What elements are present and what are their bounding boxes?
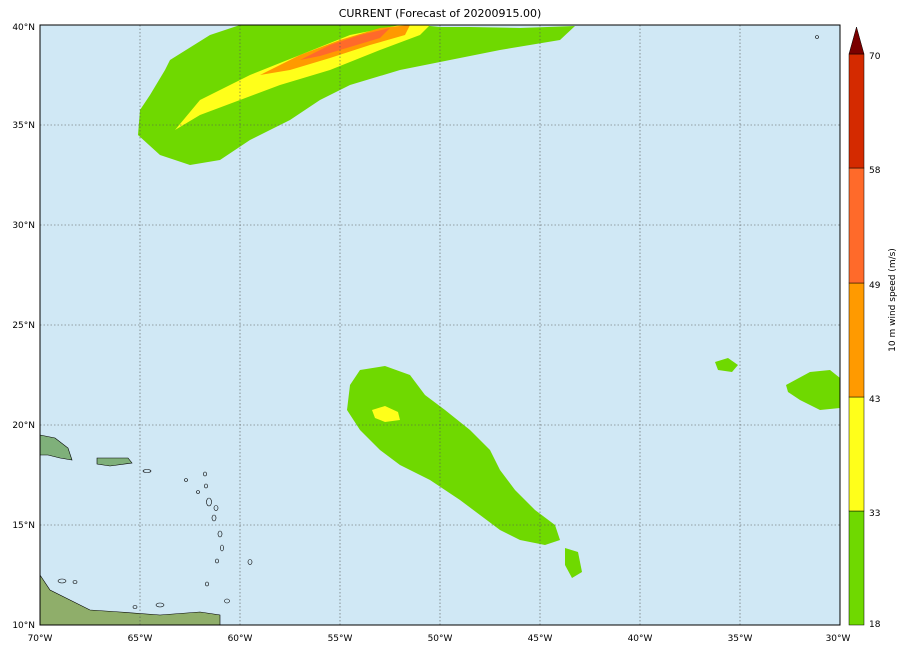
colorbar-tick-2: 43 — [869, 395, 880, 405]
colorbar-band-3 — [848, 167, 865, 284]
lon-label-8: 30°W — [826, 634, 851, 644]
colorbar-tick-5: 70 — [869, 52, 881, 62]
lat-label-2: 20°N — [12, 421, 35, 431]
colorbar-extend-arrow — [848, 26, 865, 55]
colorbar-band-1 — [848, 396, 865, 512]
lon-labels: 70°W 65°W 60°W 55°W 50°W 45°W 40°W 35°W … — [28, 634, 851, 644]
colorbar: 18 33 43 49 58 70 — [848, 26, 881, 630]
colorbar-band-0 — [848, 510, 865, 626]
lat-labels: 10°N 15°N 20°N 25°N 30°N 35°N 40°N — [12, 23, 35, 631]
lon-label-7: 35°W — [728, 634, 753, 644]
colorbar-tick-0: 18 — [869, 620, 881, 630]
lat-label-0: 10°N — [12, 621, 35, 631]
colorbar-tick-4: 58 — [869, 166, 881, 176]
lat-label-4: 30°N — [12, 221, 35, 231]
lon-label-0: 70°W — [28, 634, 53, 644]
gridlines — [40, 25, 840, 625]
colorbar-label: 10 m wind speed (m/s) — [888, 248, 898, 352]
colorbar-tick-3: 49 — [869, 281, 881, 291]
lon-label-6: 40°W — [628, 634, 653, 644]
map-title: CURRENT (Forecast of 20200915.00) — [338, 7, 542, 20]
wind-patches-east — [715, 358, 840, 410]
lon-label-2: 60°W — [228, 634, 253, 644]
lat-label-1: 15°N — [12, 521, 35, 531]
colorbar-band-4 — [848, 53, 865, 169]
lon-label-1: 65°W — [128, 634, 153, 644]
wind-swath-north — [138, 25, 575, 165]
colorbar-band-2 — [848, 282, 865, 398]
lat-label-6: 40°N — [12, 23, 35, 33]
lat-label-3: 25°N — [12, 321, 35, 331]
colorbar-tick-1: 33 — [869, 509, 880, 519]
lat-label-5: 35°N — [12, 121, 35, 131]
lon-label-4: 50°W — [428, 634, 453, 644]
map-frame — [39, 24, 841, 626]
lon-label-3: 55°W — [328, 634, 353, 644]
wind-swath-central — [347, 366, 582, 578]
lon-label-5: 45°W — [528, 634, 553, 644]
